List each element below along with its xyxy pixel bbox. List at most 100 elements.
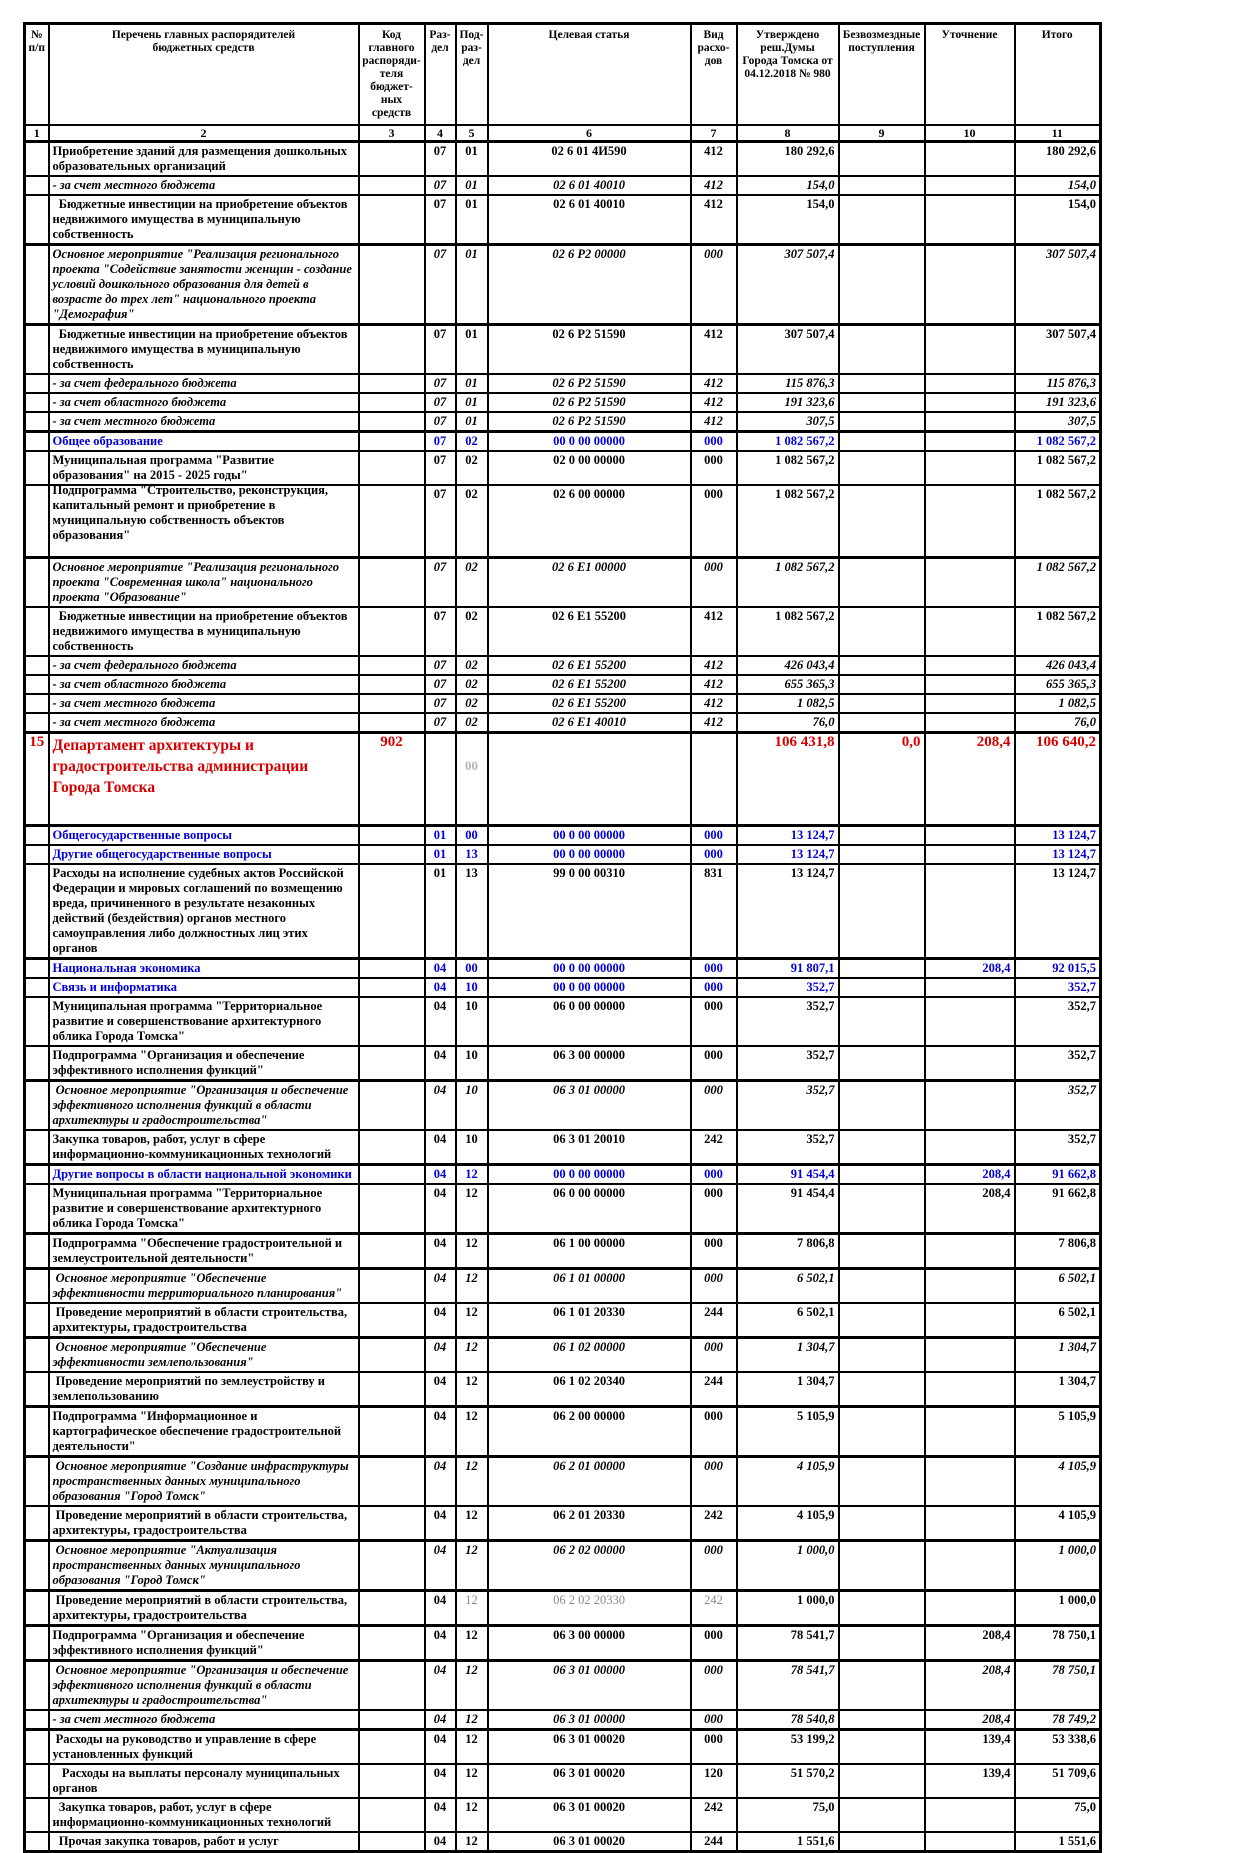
row-expense-type-cell: 412 [689, 392, 738, 413]
table-row: 15 Департамент архитектуры и градостроит… [23, 731, 1102, 827]
table-row: Другие вопросы в области национальной эк… [23, 1163, 1102, 1185]
row-podrazdel-cell: 00 [454, 824, 489, 846]
row-grants-cell [837, 712, 926, 734]
row-target-article-cell: 06 2 02 00000 [486, 1539, 692, 1592]
row-name-cell: Подпрограмма "Информационное и картограф… [47, 1405, 360, 1458]
row-target-article-cell: 02 6 01 4И590 [486, 140, 692, 177]
row-podrazdel-cell: 02 [454, 712, 489, 734]
row-code-cell [357, 243, 426, 326]
row-podrazdel-cell: 13 [454, 844, 489, 865]
row-expense-type-cell: 000 [689, 1232, 738, 1270]
row-approved-cell: 1 551,6 [735, 1831, 840, 1853]
row-total-cell: 1 551,6 [1013, 1831, 1102, 1853]
row-adjustment-cell [923, 243, 1016, 326]
row-adjustment-cell [923, 1302, 1016, 1339]
row-grants-cell [837, 1728, 926, 1765]
row-grants-cell [837, 1163, 926, 1185]
row-name-text: Другие вопросы в области национальной эк… [52, 1167, 352, 1181]
row-target-article-cell: 06 2 00 00000 [486, 1405, 692, 1458]
col-header-row-number: № п/п [23, 22, 50, 126]
row-number-cell [23, 1455, 50, 1507]
row-name-text: Основное мероприятие "Актуализация прост… [52, 1543, 304, 1588]
row-approved-cell: 53 199,2 [735, 1728, 840, 1765]
row-podrazdel-cell: 10 [454, 1079, 489, 1131]
row-target-article-cell: 02 6 E1 55200 [486, 606, 692, 657]
row-name-cell: Расходы на руководство и управление в сф… [47, 1728, 360, 1765]
row-expense-type-cell: 000 [689, 1659, 738, 1711]
row-name-cell: Другие общегосударственные вопросы [47, 844, 360, 865]
row-name-text: Муниципальная программа "Развитие образо… [52, 453, 278, 482]
row-target-article-cell: 00 0 00 00000 [486, 844, 692, 865]
row-adjustment-cell: 208,4 [923, 731, 1016, 827]
row-name-text: Основное мероприятие "Реализация региона… [52, 247, 356, 322]
row-adjustment-cell [923, 1045, 1016, 1082]
row-code-cell [357, 1763, 426, 1799]
row-code-cell [357, 1045, 426, 1082]
row-razdel-cell: 04 [423, 1624, 457, 1662]
row-approved-cell: 307 507,4 [735, 323, 840, 375]
row-total-cell: 53 338,6 [1013, 1728, 1102, 1765]
row-name-cell: - за счет федерального бюджета [47, 373, 360, 394]
row-number-cell [23, 844, 50, 865]
row-name-text: Основное мероприятие "Обеспечение эффект… [52, 1340, 270, 1369]
header-column-number-row: 1 2 3 4 5 6 7 8 9 10 11 [23, 124, 1102, 143]
row-expense-type-cell: 242 [689, 1505, 738, 1542]
table-row: Муниципальная программа "Территориальное… [23, 996, 1102, 1047]
row-razdel-cell: 04 [423, 1232, 457, 1270]
table-header: № п/п Перечень главных распорядителей бю… [23, 22, 1102, 143]
row-expense-type-cell: 412 [689, 693, 738, 714]
row-code-cell [357, 373, 426, 394]
row-total-cell: 307 507,4 [1013, 323, 1102, 375]
row-approved-cell: 91 807,1 [735, 957, 840, 979]
row-target-article-cell: 06 1 02 20340 [486, 1371, 692, 1408]
row-code-cell [357, 1659, 426, 1711]
row-approved-cell: 91 454,4 [735, 1183, 840, 1235]
row-adjustment-cell [923, 1129, 1016, 1166]
row-razdel-cell: 04 [423, 1797, 457, 1833]
row-target-article-cell: 06 1 01 00000 [486, 1267, 692, 1304]
row-approved-cell: 307 507,4 [735, 243, 840, 326]
row-name-text: - за счет федерального бюджета [52, 376, 237, 390]
row-number-cell [23, 484, 50, 559]
row-razdel-cell: 04 [423, 1589, 457, 1627]
row-name-text: Расходы на руководство и управление в сф… [52, 1732, 320, 1761]
row-target-article-cell: 06 3 01 00020 [486, 1831, 692, 1853]
row-adjustment-cell: 208,4 [923, 1709, 1016, 1731]
row-target-article-cell: 06 2 01 00000 [486, 1455, 692, 1507]
row-total-cell: 4 105,9 [1013, 1505, 1102, 1542]
row-grants-cell [837, 194, 926, 246]
row-approved-cell: 7 806,8 [735, 1232, 840, 1270]
row-name-cell: Основное мероприятие "Обеспечение эффект… [47, 1267, 360, 1304]
row-adjustment-cell [923, 392, 1016, 413]
row-expense-type-cell: 000 [689, 844, 738, 865]
row-approved-cell: 76,0 [735, 712, 840, 734]
row-number-cell [23, 996, 50, 1047]
row-name-text: - за счет местного бюджета [52, 414, 216, 428]
row-expense-type-cell: 120 [689, 1763, 738, 1799]
row-target-article-cell: 00 0 00 00000 [486, 430, 692, 452]
column-number-3: 3 [357, 124, 426, 143]
row-number-cell [23, 1728, 50, 1765]
row-adjustment-cell [923, 194, 1016, 246]
row-total-cell: 655 365,3 [1013, 674, 1102, 695]
row-total-cell: 4 105,9 [1013, 1455, 1102, 1507]
row-grants-cell [837, 450, 926, 486]
row-target-article-cell: 06 3 01 00020 [486, 1728, 692, 1765]
row-adjustment-cell: 208,4 [923, 1183, 1016, 1235]
row-grants-cell [837, 1709, 926, 1731]
row-approved-cell: 426 043,4 [735, 655, 840, 676]
row-approved-cell: 191 323,6 [735, 392, 840, 413]
row-grants-cell [837, 1659, 926, 1711]
row-razdel-cell: 07 [423, 556, 457, 608]
row-target-article-cell: 06 0 00 00000 [486, 996, 692, 1047]
row-total-cell: 154,0 [1013, 175, 1102, 196]
row-grants-cell [837, 824, 926, 846]
row-razdel-cell: 07 [423, 140, 457, 177]
row-number-cell [23, 1505, 50, 1542]
row-name-text: Закупка товаров, работ, услуг в сфере ин… [52, 1800, 332, 1829]
row-razdel-cell: 04 [423, 1183, 457, 1235]
row-name-text: Проведение мероприятий в области строите… [52, 1593, 351, 1623]
row-expense-type-cell: 000 [689, 556, 738, 608]
row-approved-cell: 106 431,8 [735, 731, 840, 827]
row-adjustment-cell [923, 1232, 1016, 1270]
